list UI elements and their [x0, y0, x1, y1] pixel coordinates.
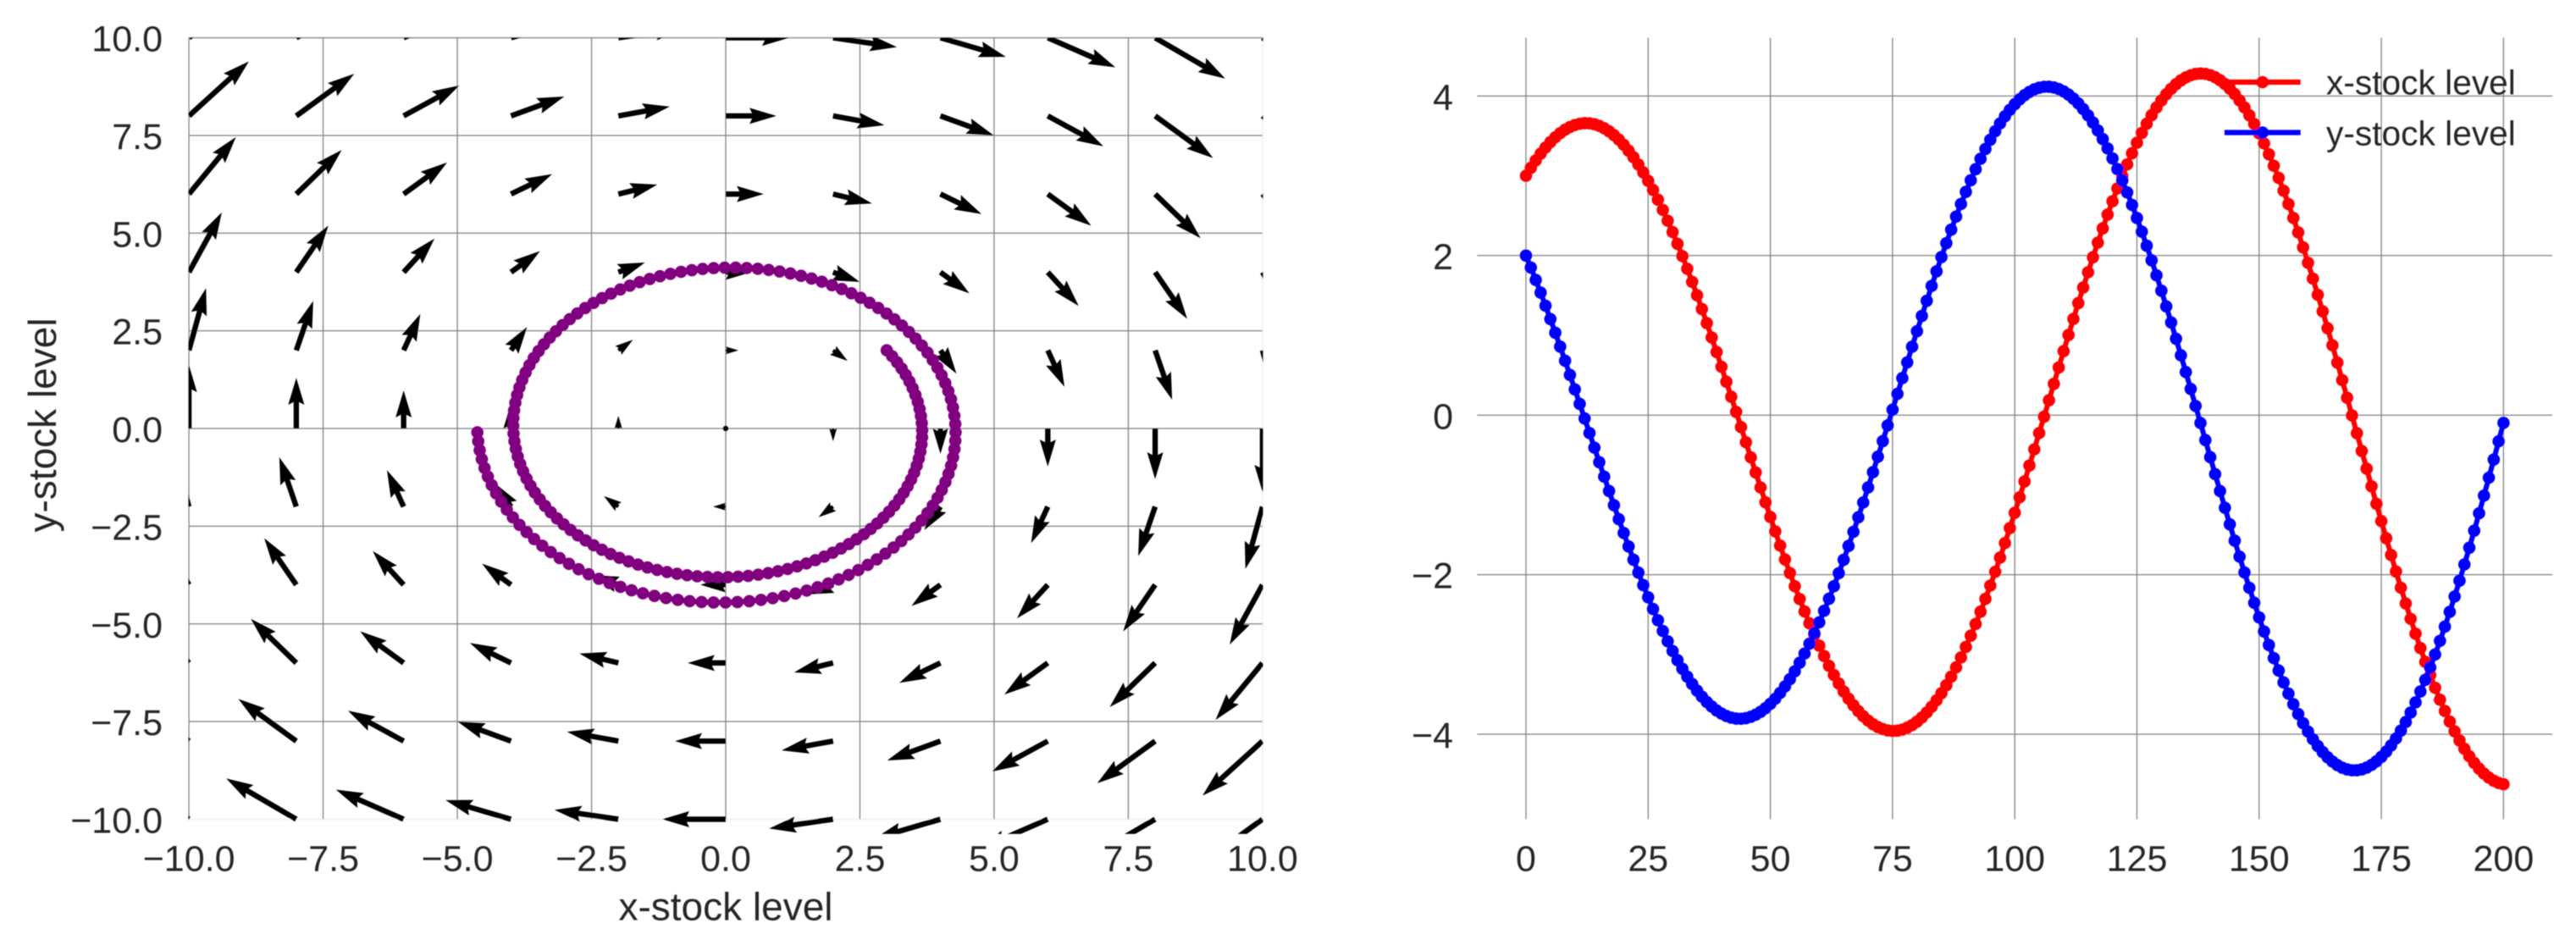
svg-text:7.5: 7.5	[112, 117, 163, 158]
svg-text:25: 25	[1628, 839, 1668, 880]
svg-text:−7.5: −7.5	[91, 703, 163, 744]
svg-text:−10.0: −10.0	[143, 839, 235, 880]
svg-text:x-stock level: x-stock level	[2326, 64, 2516, 102]
svg-text:0: 0	[1433, 396, 1453, 437]
svg-text:2.5: 2.5	[835, 839, 886, 880]
svg-text:125: 125	[2107, 839, 2168, 880]
svg-text:50: 50	[1750, 839, 1791, 880]
svg-text:−2: −2	[1412, 556, 1453, 597]
svg-text:y-stock level: y-stock level	[2326, 113, 2516, 152]
svg-text:5.0: 5.0	[969, 839, 1020, 880]
svg-text:75: 75	[1872, 839, 1913, 880]
svg-text:0.0: 0.0	[700, 839, 751, 880]
svg-text:−5.0: −5.0	[91, 605, 163, 646]
svg-text:10.0: 10.0	[91, 19, 163, 60]
svg-text:−10.0: −10.0	[70, 800, 163, 841]
svg-text:7.5: 7.5	[1103, 839, 1154, 880]
svg-text:10.0: 10.0	[1227, 839, 1298, 880]
svg-text:−4: −4	[1412, 716, 1453, 756]
svg-text:200: 200	[2474, 839, 2535, 880]
svg-text:−2.5: −2.5	[91, 507, 163, 548]
svg-text:5.0: 5.0	[112, 214, 163, 255]
svg-text:0.0: 0.0	[112, 410, 163, 451]
svg-text:4: 4	[1433, 77, 1453, 118]
svg-text:y-stock level: y-stock level	[20, 318, 64, 532]
svg-text:−5.0: −5.0	[422, 839, 494, 880]
svg-text:−2.5: −2.5	[556, 839, 627, 880]
svg-text:175: 175	[2351, 839, 2412, 880]
svg-text:0: 0	[1516, 839, 1536, 880]
svg-text:−7.5: −7.5	[287, 839, 359, 880]
svg-text:x-stock level: x-stock level	[618, 885, 832, 929]
svg-text:2: 2	[1433, 237, 1453, 278]
svg-text:150: 150	[2229, 839, 2290, 880]
svg-text:100: 100	[1984, 839, 2045, 880]
svg-text:2.5: 2.5	[112, 312, 163, 353]
